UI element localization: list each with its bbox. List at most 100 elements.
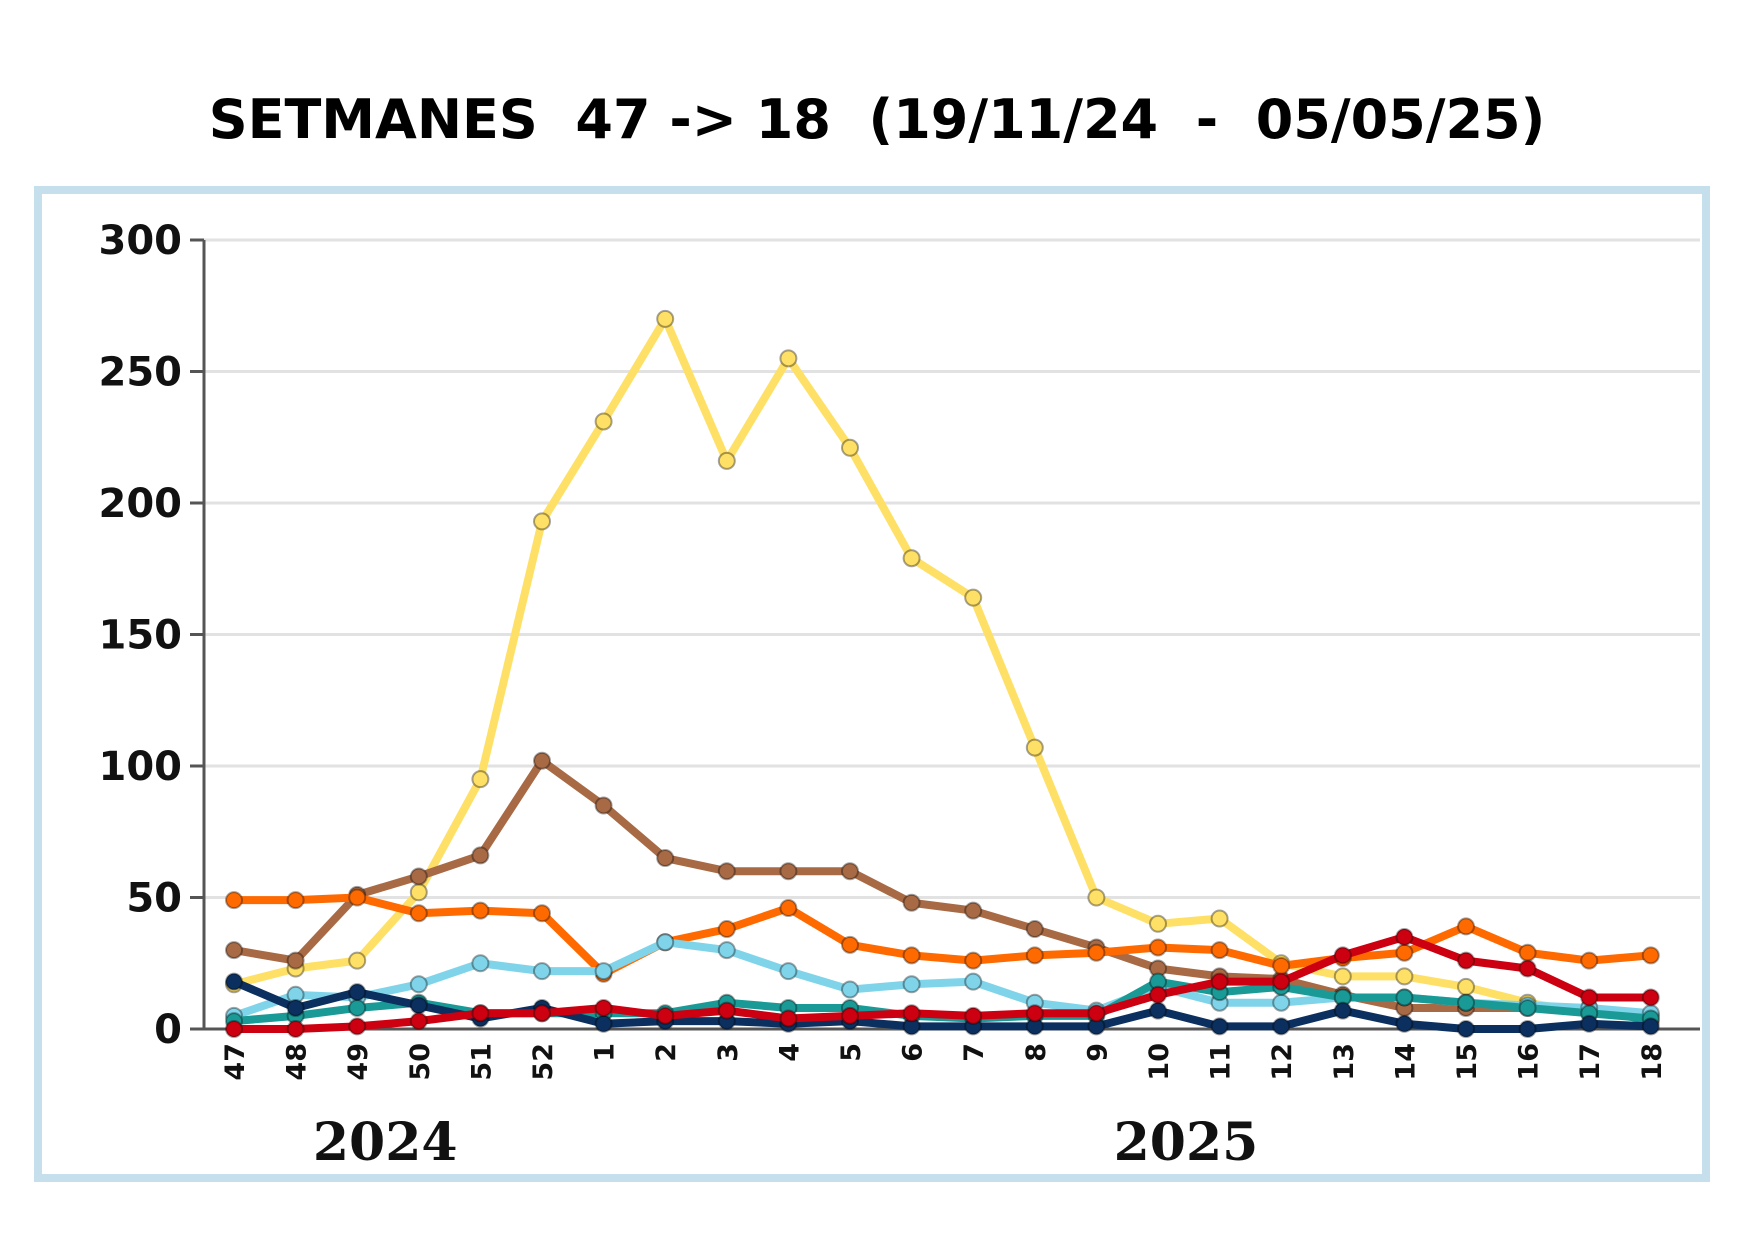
data-point <box>902 893 921 912</box>
data-point <box>409 904 428 923</box>
y-tick-label: 100 <box>99 744 183 790</box>
data-point <box>225 941 243 960</box>
x-tick-label: 13 <box>1329 1043 1360 1081</box>
data-point <box>841 438 859 457</box>
data-point <box>1580 951 1599 970</box>
x-tick-label: 49 <box>343 1043 374 1081</box>
series-line <box>230 932 1655 1033</box>
data-point <box>409 975 428 994</box>
data-point <box>1395 943 1414 962</box>
y-tick-label: 0 <box>154 1007 182 1053</box>
y-tick-label: 150 <box>99 613 183 659</box>
data-point <box>841 935 859 954</box>
x-tick-label: 18 <box>1637 1043 1668 1081</box>
y-tick-label: 300 <box>99 218 183 264</box>
data-point <box>1641 988 1660 1007</box>
data-point <box>594 998 613 1017</box>
data-point <box>1518 943 1537 962</box>
data-point <box>1395 927 1414 946</box>
data-point <box>717 1001 736 1020</box>
data-point <box>594 1014 613 1033</box>
data-point <box>779 349 798 368</box>
data-point <box>471 770 490 789</box>
series-line <box>230 756 1655 1026</box>
data-point <box>594 962 613 981</box>
x-tick-label: 16 <box>1514 1043 1545 1081</box>
data-point <box>717 862 736 881</box>
data-point <box>1518 998 1537 1017</box>
data-point <box>1149 914 1167 933</box>
data-point <box>533 512 551 531</box>
data-point <box>409 883 428 902</box>
data-point <box>1580 988 1599 1007</box>
x-tick-label: 47 <box>220 1043 251 1081</box>
data-point <box>1395 1014 1414 1033</box>
data-point <box>779 962 798 981</box>
data-point <box>1272 956 1291 975</box>
x-tick-label: 4 <box>774 1043 805 1062</box>
data-point <box>594 412 613 431</box>
x-tick-label: 50 <box>405 1043 436 1081</box>
data-point <box>1025 920 1044 939</box>
x-tick-label: 11 <box>1206 1043 1237 1081</box>
data-point <box>964 1006 983 1025</box>
data-point <box>902 549 921 568</box>
data-point <box>533 904 551 923</box>
x-tick-label: 5 <box>836 1043 867 1062</box>
data-point <box>779 862 798 881</box>
data-point <box>533 962 551 981</box>
data-point <box>409 867 428 886</box>
data-point <box>1272 1017 1291 1036</box>
data-point <box>656 1006 675 1025</box>
x-tick-label: 51 <box>466 1043 497 1081</box>
data-point <box>1025 946 1044 965</box>
data-point <box>717 451 736 470</box>
data-point <box>902 946 921 965</box>
data-point <box>409 1012 428 1031</box>
data-point <box>471 1004 490 1023</box>
data-point <box>471 846 490 865</box>
data-point <box>964 901 983 920</box>
data-point <box>1087 943 1106 962</box>
x-tick-label: 14 <box>1390 1043 1421 1081</box>
data-point <box>1457 993 1475 1012</box>
data-point <box>1025 738 1044 757</box>
data-point <box>348 1017 367 1036</box>
x-tick-label: 15 <box>1452 1043 1483 1081</box>
data-point <box>717 941 736 960</box>
data-point <box>348 951 367 970</box>
series-line <box>230 314 1655 1020</box>
data-point <box>1272 972 1291 991</box>
x-tick-label: 9 <box>1082 1043 1113 1062</box>
data-point <box>779 899 798 918</box>
data-point <box>348 888 367 907</box>
data-point <box>1333 1001 1352 1020</box>
data-point <box>1457 917 1475 936</box>
data-point <box>1457 977 1475 996</box>
data-point <box>1210 909 1229 928</box>
data-point <box>841 1006 859 1025</box>
data-point <box>1210 972 1229 991</box>
data-point <box>225 1020 243 1038</box>
x-tick-label: 7 <box>959 1043 990 1062</box>
x-tick-label: 8 <box>1021 1043 1052 1062</box>
data-point <box>902 1004 921 1023</box>
year-label: 2025 <box>1114 1112 1259 1173</box>
data-point <box>471 901 490 920</box>
data-point <box>1395 967 1414 986</box>
data-point <box>1641 1017 1660 1036</box>
data-point <box>225 891 243 910</box>
data-point <box>286 891 305 910</box>
data-point <box>1272 993 1291 1012</box>
data-point <box>1087 1004 1106 1023</box>
x-tick-label: 17 <box>1575 1043 1606 1081</box>
data-point <box>1457 1020 1475 1038</box>
x-tick-label: 2 <box>651 1043 682 1062</box>
data-point <box>1149 938 1167 957</box>
year-label: 2024 <box>313 1112 458 1173</box>
data-point <box>1087 888 1106 907</box>
data-point <box>1025 1004 1044 1023</box>
data-point <box>286 998 305 1017</box>
data-point <box>964 588 983 607</box>
